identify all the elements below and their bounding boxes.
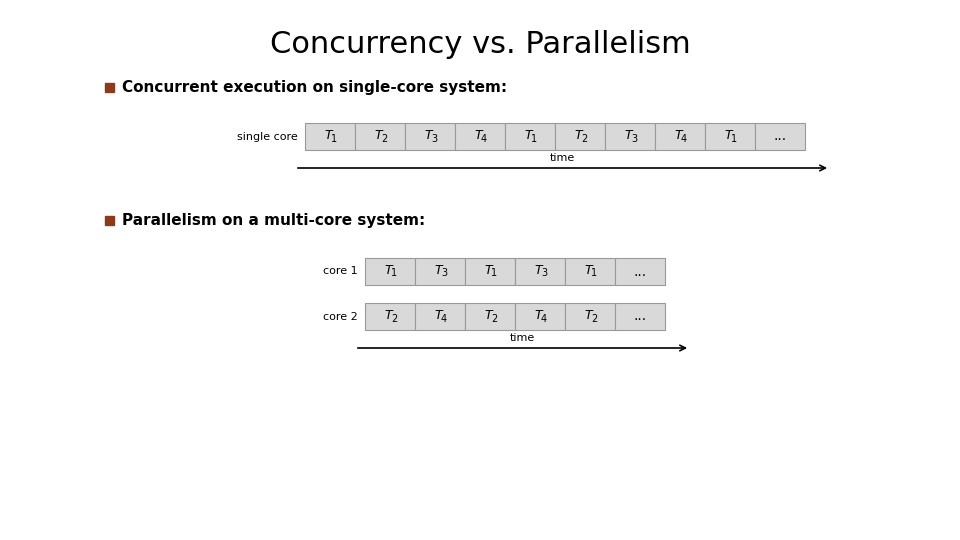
Bar — [405, 123, 455, 150]
Bar — [465, 303, 515, 330]
Bar — [705, 123, 755, 150]
Text: T: T — [424, 129, 432, 142]
Bar — [505, 123, 555, 150]
Text: 1: 1 — [331, 133, 337, 144]
Text: single core: single core — [237, 132, 298, 141]
Text: T: T — [384, 309, 392, 322]
Bar — [755, 123, 805, 150]
Text: 1: 1 — [491, 268, 497, 279]
Text: T: T — [585, 264, 591, 277]
Text: 1: 1 — [731, 133, 737, 144]
Text: 4: 4 — [481, 133, 487, 144]
Bar — [455, 123, 505, 150]
Text: 3: 3 — [441, 268, 447, 279]
Text: 4: 4 — [681, 133, 687, 144]
Text: Concurrent execution on single-core system:: Concurrent execution on single-core syst… — [122, 80, 507, 95]
Bar — [565, 258, 615, 285]
Bar — [615, 258, 665, 285]
Text: 3: 3 — [631, 133, 637, 144]
Text: 4: 4 — [441, 314, 447, 323]
Text: core 2: core 2 — [324, 312, 358, 321]
Bar — [655, 123, 705, 150]
Text: T: T — [384, 264, 392, 277]
Bar — [105, 216, 114, 225]
Text: 2: 2 — [491, 314, 497, 323]
Text: T: T — [574, 129, 582, 142]
Text: T: T — [374, 129, 382, 142]
Bar — [605, 123, 655, 150]
Text: 1: 1 — [391, 268, 397, 279]
Text: T: T — [434, 264, 442, 277]
Text: time: time — [510, 333, 535, 343]
Text: T: T — [534, 309, 541, 322]
Bar — [515, 303, 565, 330]
Bar — [615, 303, 665, 330]
Bar — [365, 303, 415, 330]
Text: T: T — [474, 129, 482, 142]
Bar — [565, 303, 615, 330]
Text: 3: 3 — [540, 268, 547, 279]
Text: T: T — [585, 309, 591, 322]
Text: 2: 2 — [391, 314, 397, 323]
Text: T: T — [724, 129, 732, 142]
Text: T: T — [674, 129, 682, 142]
Text: 2: 2 — [581, 133, 588, 144]
Bar — [515, 258, 565, 285]
Bar — [305, 123, 355, 150]
Text: T: T — [524, 129, 532, 142]
Text: T: T — [534, 264, 541, 277]
Bar — [415, 303, 465, 330]
Text: core 1: core 1 — [324, 267, 358, 276]
Bar — [465, 258, 515, 285]
Text: 2: 2 — [590, 314, 597, 323]
Text: ...: ... — [634, 309, 647, 323]
Text: ...: ... — [634, 265, 647, 279]
Bar — [355, 123, 405, 150]
Text: 4: 4 — [540, 314, 547, 323]
Text: Concurrency vs. Parallelism: Concurrency vs. Parallelism — [270, 30, 690, 59]
Bar — [365, 258, 415, 285]
Text: 3: 3 — [431, 133, 437, 144]
Bar — [415, 258, 465, 285]
Bar — [105, 83, 114, 92]
Text: ...: ... — [774, 130, 786, 144]
Text: T: T — [484, 309, 492, 322]
Text: T: T — [434, 309, 442, 322]
Text: 1: 1 — [591, 268, 597, 279]
Text: Parallelism on a multi-core system:: Parallelism on a multi-core system: — [122, 213, 425, 228]
Text: T: T — [484, 264, 492, 277]
Bar — [555, 123, 605, 150]
Text: 2: 2 — [381, 133, 387, 144]
Text: 1: 1 — [531, 133, 537, 144]
Text: time: time — [550, 153, 575, 163]
Text: T: T — [624, 129, 632, 142]
Text: T: T — [324, 129, 332, 142]
